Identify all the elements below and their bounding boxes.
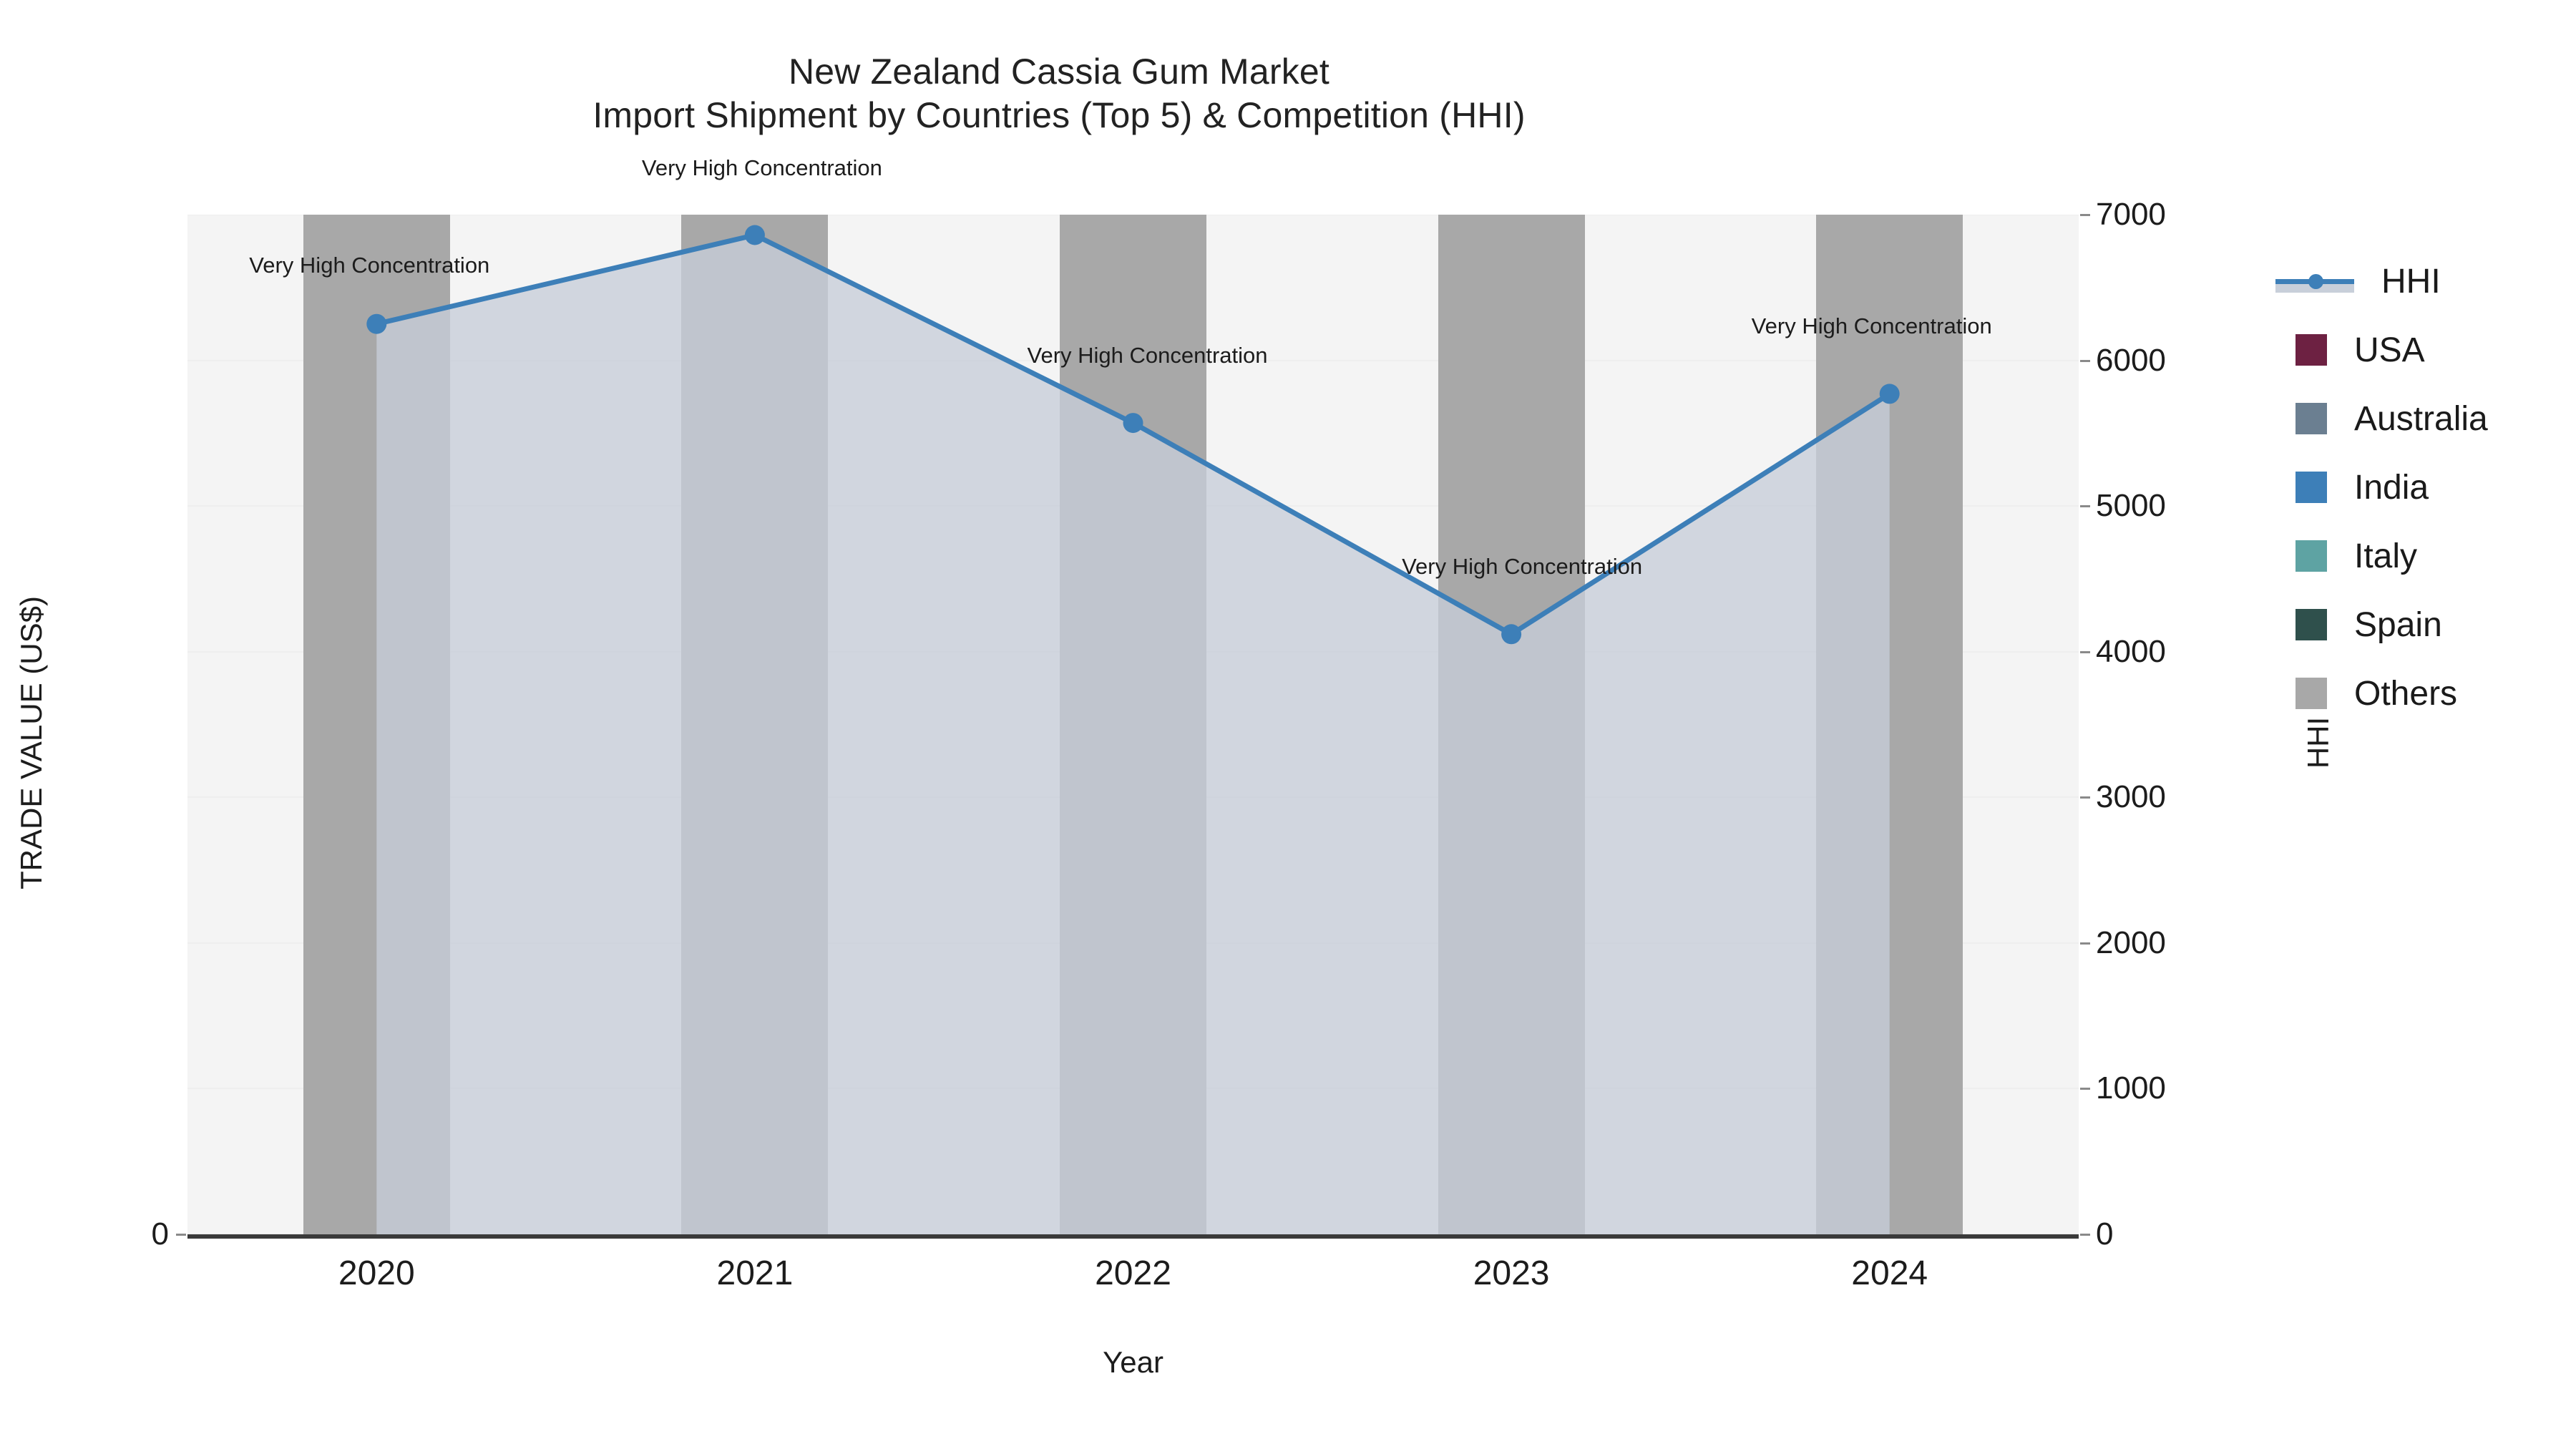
hhi-marker[interactable]	[1123, 413, 1143, 434]
y-right-tick-label: 6000	[2096, 342, 2166, 378]
hhi-marker[interactable]	[1879, 384, 1900, 404]
x-axis-title: Year	[1103, 1345, 1163, 1379]
legend-marker-dot	[2308, 274, 2323, 289]
legend-color-swatch	[2296, 678, 2327, 709]
legend-item-label: Others	[2354, 674, 2458, 713]
x-axis-spine	[187, 1234, 2079, 1239]
legend-item-australia[interactable]: Australia	[2275, 384, 2576, 453]
y-right-tick-mark	[2080, 650, 2090, 653]
y-right-tick-label: 5000	[2096, 488, 2166, 524]
y-right-tick-label: 7000	[2096, 197, 2166, 232]
hhi-annotation: Very High Concentration	[1751, 313, 1992, 339]
x-axis-tick-label: 2024	[1851, 1254, 1928, 1292]
hhi-annotation: Very High Concentration	[1027, 343, 1268, 369]
legend: HHI USA Australia India Italy Spain Others	[2275, 247, 2576, 728]
legend-item-label: Australia	[2354, 399, 2488, 438]
page-title: New Zealand Cassia Gum Market Import Shi…	[0, 50, 2118, 137]
y-left-tick-mark	[176, 1234, 186, 1236]
hhi-annotation: Very High Concentration	[641, 155, 882, 180]
y-right-tick-mark	[2080, 1234, 2090, 1236]
legend-item-label: Italy	[2354, 537, 2418, 575]
legend-color-swatch	[2296, 540, 2327, 572]
hhi-annotation: Very High Concentration	[249, 252, 490, 278]
y-right-tick-mark	[2080, 796, 2090, 799]
legend-color-swatch	[2296, 609, 2327, 640]
legend-item-spain[interactable]: Spain	[2275, 590, 2576, 659]
legend-item-india[interactable]: India	[2275, 453, 2576, 522]
hhi-marker[interactable]	[744, 225, 765, 245]
y-right-tick-label: 4000	[2096, 633, 2166, 669]
y-right-tick-label: 1000	[2096, 1070, 2166, 1106]
plot-area	[187, 215, 2079, 1236]
chart-title-line-1: New Zealand Cassia Gum Market	[788, 52, 1330, 92]
plot-inner	[187, 215, 2079, 1236]
y-right-tick-label: 3000	[2096, 779, 2166, 815]
hhi-series	[366, 225, 1900, 1234]
y-right-tick-label: 0	[2096, 1216, 2114, 1252]
hhi-area-fill	[376, 235, 1890, 1234]
y-right-tick-mark	[2080, 942, 2090, 945]
y-right-tick-mark	[2080, 214, 2090, 216]
y-right-tick-label: 2000	[2096, 924, 2166, 960]
legend-item-label: Spain	[2354, 605, 2442, 644]
legend-color-swatch	[2296, 334, 2327, 366]
x-axis-tick-label: 2023	[1473, 1254, 1550, 1292]
legend-item-label: HHI	[2381, 262, 2441, 301]
x-axis-tick-label: 2020	[338, 1254, 415, 1292]
legend-item-hhi[interactable]: HHI	[2275, 247, 2576, 316]
chart-title-line-2: Import Shipment by Countries (Top 5) & C…	[592, 95, 1526, 135]
legend-line-key-icon	[2275, 265, 2354, 297]
hhi-marker[interactable]	[1501, 624, 1522, 645]
legend-item-label: India	[2354, 468, 2429, 507]
legend-item-label: USA	[2354, 331, 2425, 369]
legend-item-italy[interactable]: Italy	[2275, 522, 2576, 590]
hhi-annotation: Very High Concentration	[1402, 554, 1643, 580]
y-right-tick-mark	[2080, 1088, 2090, 1091]
hhi-markers	[366, 225, 1900, 645]
hhi-marker[interactable]	[366, 313, 387, 334]
legend-color-swatch	[2296, 403, 2327, 434]
y-axis-left-title: TRADE VALUE (US$)	[14, 596, 48, 889]
y-left-tick-label: 0	[151, 1216, 169, 1252]
y-right-tick-mark	[2080, 359, 2090, 362]
x-axis-tick-label: 2022	[1095, 1254, 1171, 1292]
legend-color-swatch	[2296, 472, 2327, 503]
x-axis-tick-label: 2021	[716, 1254, 794, 1292]
legend-item-usa[interactable]: USA	[2275, 316, 2576, 384]
legend-item-others[interactable]: Others	[2275, 659, 2576, 728]
y-right-tick-mark	[2080, 505, 2090, 508]
